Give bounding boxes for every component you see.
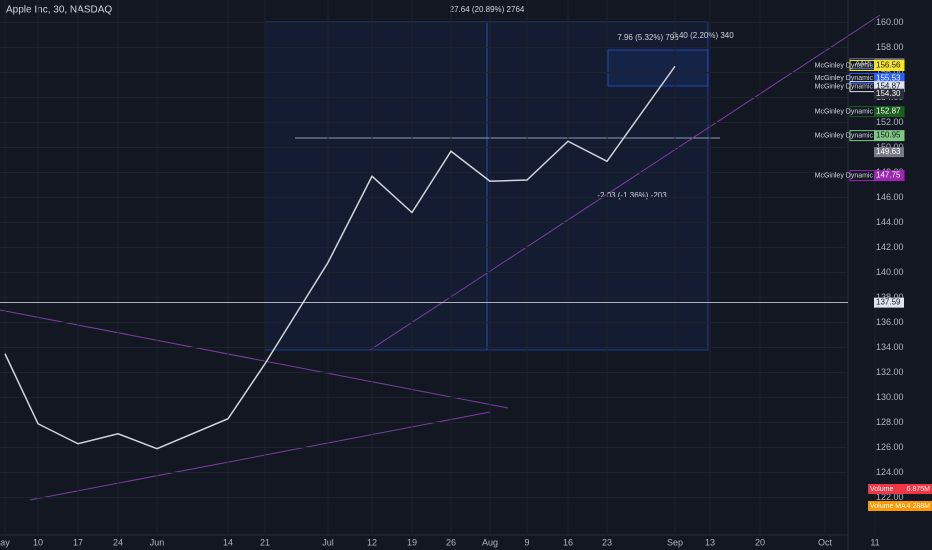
trend-line	[29, 411, 491, 501]
price-badge-label: 147.75	[876, 171, 901, 180]
x-tick-label: Oct	[818, 537, 833, 547]
legend-label: McGinley Dynamic	[815, 83, 874, 90]
price-badge	[874, 73, 904, 84]
y-tick-label: 124.00	[876, 467, 904, 477]
volume-badge	[868, 501, 932, 511]
x-tick-label: Sep	[667, 537, 683, 547]
price-badge	[874, 88, 904, 99]
x-tick-label: Jun	[150, 537, 165, 547]
y-tick-label: 132.00	[876, 367, 904, 377]
legend-label: AAPL	[855, 61, 873, 68]
y-tick-label: 146.00	[876, 192, 904, 202]
trend-line	[369, 14, 881, 351]
x-tick-label: Aug	[482, 537, 498, 547]
legend-badge	[849, 130, 905, 142]
price-line	[4, 65, 676, 450]
volume-name: Volume MA	[870, 503, 906, 510]
price-badge	[874, 147, 904, 158]
price-badge-label: 154.87	[876, 82, 901, 91]
y-tick-label: 130.00	[876, 392, 904, 402]
x-tick-label: 16	[563, 537, 573, 547]
annotation: 3.40 (2.20%) 340	[672, 31, 734, 40]
x-tick-label: 19	[407, 537, 417, 547]
x-tick-label: 13	[705, 537, 715, 547]
price-badge	[874, 170, 904, 181]
x-tick-label: ay	[0, 537, 10, 547]
trend-line	[0, 309, 509, 409]
price-badge	[874, 130, 904, 141]
y-tick-label: 158.00	[876, 42, 904, 52]
chart-title: Apple Inc, 30, NASDAQ	[6, 5, 112, 16]
price-badge	[874, 297, 904, 308]
price-badge-label: 149.63	[876, 147, 901, 156]
price-badge	[874, 81, 904, 92]
legend-badge	[849, 60, 905, 71]
volume-value: 6.875M	[907, 486, 931, 493]
price-badge-label: 155.53	[876, 73, 901, 82]
y-tick-label: 126.00	[876, 442, 904, 452]
price-badge-label: 156.56	[876, 61, 901, 70]
x-tick-label: 20	[755, 537, 765, 547]
x-tick-label: 17	[73, 537, 83, 547]
x-tick-label: 12	[367, 537, 377, 547]
legend-label: McGinley Dynamic	[815, 132, 874, 139]
price-badge	[874, 106, 904, 117]
x-tick-label: 21	[260, 537, 270, 547]
price-badge-label: 152.87	[876, 107, 901, 116]
x-tick-label: 11	[870, 537, 879, 547]
volume-badge	[868, 484, 932, 494]
y-tick-label: 152.00	[876, 117, 904, 127]
annotation: 27.64 (20.89%) 2764	[450, 5, 525, 14]
y-tick-label: 138.00	[876, 292, 904, 302]
legend-label: McGinley Dynamic	[815, 108, 874, 115]
x-tick-label: Jul	[322, 537, 334, 547]
legend-label: McGinley Dynamic	[815, 75, 874, 82]
y-tick-label: 134.00	[876, 342, 904, 352]
y-tick-label: 142.00	[876, 242, 904, 252]
legend-label: McGinley Dynamic	[815, 172, 874, 179]
y-tick-label: 150.00	[876, 142, 904, 152]
x-tick-label: 24	[113, 537, 123, 547]
annotation: 7.96 (5.32%) 796	[617, 33, 679, 42]
measure-box	[607, 49, 709, 87]
legend-badge	[849, 170, 905, 182]
legend-label: McGinley Dynamic	[815, 62, 874, 69]
annotation: -2.03 (-1.36%) -203	[597, 191, 667, 200]
price-badge-label: 137.59	[876, 298, 901, 307]
y-tick-label: 140.00	[876, 267, 904, 277]
volume-name: Volume	[870, 486, 893, 493]
y-tick-label: 144.00	[876, 217, 904, 227]
y-tick-label: 160.00	[876, 17, 904, 27]
y-tick-label: 156.00	[876, 67, 904, 77]
x-tick-label: 9	[524, 537, 529, 547]
price-badge-label: 154.30	[876, 89, 901, 98]
y-tick-label: 122.00	[876, 492, 904, 502]
x-tick-label: 26	[446, 537, 456, 547]
price-badge-label: 150.95	[876, 131, 901, 140]
x-tick-label: 14	[223, 537, 233, 547]
price-badge	[874, 60, 904, 71]
x-tick-label: 10	[33, 537, 43, 547]
volume-value: 4.288M	[907, 503, 931, 510]
legend-badge	[849, 106, 905, 118]
y-tick-label: 128.00	[876, 417, 904, 427]
x-tick-label: 23	[602, 537, 612, 547]
y-tick-label: 136.00	[876, 317, 904, 327]
